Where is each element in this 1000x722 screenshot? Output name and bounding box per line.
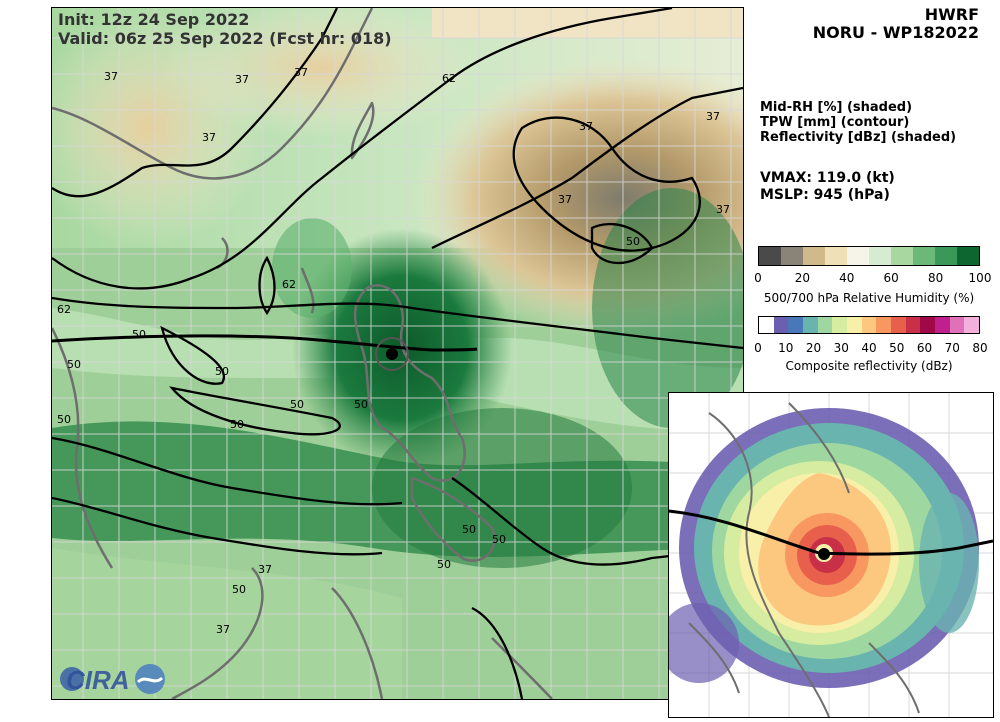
reflectivity-color-segment: [876, 317, 892, 333]
rh-color-segment: [957, 247, 979, 265]
contour-label: 50: [354, 398, 368, 411]
reflectivity-color-segment: [920, 317, 936, 333]
reflectivity-colorbar-ticks: 0 10 20 30 40 50 60 70 80: [754, 341, 987, 355]
rh-color-segment: [803, 247, 825, 265]
rh-color-segment: [781, 247, 803, 265]
contour-label: 37: [558, 193, 572, 206]
contour-label: 37: [579, 120, 593, 133]
contour-label: 62: [57, 303, 71, 316]
rh-tick-label: 80: [927, 271, 944, 285]
contour-label: 37: [294, 66, 308, 79]
rh-colorbar-label: 500/700 hPa Relative Humidity (%): [763, 291, 975, 305]
svg-text:CIRA: CIRA: [66, 665, 130, 695]
main-map-canvas: 37 37 37 37 62 62 62 37 37 37 50 37 50 5…: [27, 0, 832, 701]
field-description-rh: Mid-RH [%] (shaded): [760, 100, 913, 115]
reflectivity-color-segment: [964, 317, 980, 333]
rh-color-segment: [847, 247, 869, 265]
reflectivity-color-segment: [891, 317, 906, 333]
contour-label: 37: [258, 563, 272, 576]
reflectivity-tick-label: 20: [805, 341, 822, 355]
field-description-reflectivity: Reflectivity [dBz] (shaded): [760, 130, 957, 145]
rh-color-segment: [759, 247, 781, 265]
contour-label: 37: [104, 70, 118, 83]
reflectivity-color-segment: [861, 317, 877, 333]
reflectivity-tick-label: 50: [889, 341, 905, 355]
contour-label: 62: [442, 72, 456, 85]
reflectivity-color-segment: [847, 317, 862, 333]
contour-label: 37: [202, 131, 216, 144]
contour-label: 37: [716, 203, 730, 216]
rh-tick-label: 20: [794, 271, 811, 285]
reflectivity-color-segment: [773, 317, 789, 333]
rh-tick-label: 100: [968, 271, 992, 285]
contour-label: 50: [290, 398, 304, 411]
contour-label: 50: [57, 413, 71, 426]
rh-tick-label: 60: [883, 271, 899, 285]
contour-label: 50: [215, 365, 229, 378]
contour-label: 50: [492, 533, 506, 546]
cira-logo: CIRA: [58, 662, 168, 696]
contour-label: 50: [462, 523, 476, 536]
reflectivity-color-segment: [949, 317, 965, 333]
rh-color-segment: [891, 247, 913, 265]
contour-label: 50: [132, 328, 146, 341]
contour-label: 50: [437, 558, 451, 571]
inset-map-canvas: [659, 393, 994, 718]
reflectivity-tick-label: 80: [972, 341, 988, 355]
init-time: Init: 12z 24 Sep 2022: [58, 10, 250, 29]
contour-label: 37: [235, 73, 249, 86]
vmax-value: VMAX: 119.0 (kt): [760, 170, 895, 186]
reflectivity-color-segment: [935, 317, 950, 333]
reflectivity-tick-label: 10: [778, 341, 794, 355]
reflectivity-color-segment: [803, 317, 818, 333]
rh-color-segment: [825, 247, 847, 265]
reflectivity-color-segment: [905, 317, 921, 333]
rh-color-segment: [913, 247, 935, 265]
storm-center-marker: [375, 337, 409, 371]
contour-label: 37: [706, 110, 720, 123]
reflectivity-tick-label: 60: [916, 341, 933, 355]
tpw-contours: [51, 6, 744, 700]
inset-reflectivity-map: [659, 392, 994, 718]
contour-label: 50: [232, 583, 246, 596]
contour-label: 50: [626, 235, 640, 248]
contour-label: 62: [282, 278, 296, 291]
rh-tick-label: 40: [839, 271, 855, 285]
reflectivity-colorbar: [758, 316, 980, 334]
contour-label: 50: [67, 358, 81, 371]
reflectivity-color-segment: [788, 317, 804, 333]
main-humidity-map: 37 37 37 37 62 62 62 37 37 37 50 37 50 5…: [27, 0, 832, 701]
mslp-value: MSLP: 945 (hPa): [760, 187, 890, 203]
rh-color-segment: [935, 247, 957, 265]
valid-time: Valid: 06z 25 Sep 2022 (Fcst hr: 018): [58, 29, 392, 48]
rh-colorbar-ticks: 0 20 40 60 80 100: [754, 271, 991, 285]
reflectivity-tick-label: 70: [944, 341, 960, 355]
reflectivity-tick-label: 0: [754, 341, 762, 355]
reflectivity-color-segment: [759, 317, 774, 333]
coastlines: [50, 7, 553, 701]
reflectivity-tick-label: 40: [861, 341, 877, 355]
inset-storm-center: [818, 548, 830, 560]
contour-label: 50: [230, 418, 244, 431]
reflectivity-colorbar-label: Composite reflectivity (dBz): [785, 359, 953, 373]
storm-title: NORU - WP182022: [812, 23, 979, 42]
rh-colorbar: [758, 246, 980, 266]
model-title: HWRF: [924, 5, 979, 24]
field-description-tpw: TPW [mm] (contour): [760, 115, 910, 130]
reflectivity-color-segment: [832, 317, 848, 333]
reflectivity-tick-label: 30: [833, 341, 849, 355]
storm-track: [51, 334, 478, 352]
rh-tick-label: 0: [754, 271, 762, 285]
contour-label: 37: [216, 623, 230, 636]
reflectivity-color-segment: [817, 317, 833, 333]
rh-color-segment: [869, 247, 891, 265]
